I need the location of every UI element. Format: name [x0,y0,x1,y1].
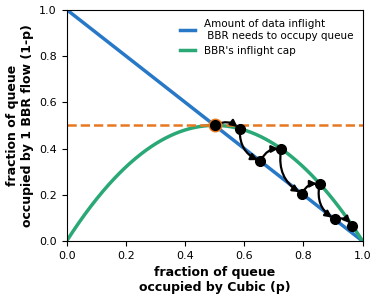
FancyArrowPatch shape [280,152,297,191]
BBR's inflight cap [212,124,216,127]
Legend: Amount of data inflight
 BBR needs to occupy queue, BBR's inflight cap: Amount of data inflight BBR needs to occ… [176,15,357,60]
Amount of data inflight
 BBR needs to occupy queue [205,118,210,122]
FancyArrowPatch shape [337,216,349,221]
Amount of data inflight
 BBR needs to occupy queue [307,198,311,201]
Amount of data inflight
 BBR needs to occupy queue [241,146,245,149]
Amount of data inflight
 BBR needs to occupy queue [353,234,358,237]
FancyArrowPatch shape [240,131,256,159]
BBR's inflight cap [64,239,69,243]
FancyArrowPatch shape [217,120,236,125]
BBR's inflight cap [241,128,246,131]
FancyArrowPatch shape [303,181,314,191]
BBR's inflight cap [205,124,210,128]
Y-axis label: fraction of queue
occupied by 1 BBR flow (1-p): fraction of queue occupied by 1 BBR flow… [6,24,34,227]
X-axis label: fraction of queue
occupied by Cubic (p): fraction of queue occupied by Cubic (p) [139,266,290,294]
BBR's inflight cap [207,124,211,127]
BBR's inflight cap [225,124,230,128]
BBR's inflight cap [360,239,365,243]
Amount of data inflight
 BBR needs to occupy queue [225,133,229,137]
Amount of data inflight
 BBR needs to occupy queue [64,8,69,11]
Amount of data inflight
 BBR needs to occupy queue [360,239,365,243]
BBR's inflight cap [354,230,359,233]
Amount of data inflight
 BBR needs to occupy queue [207,119,211,123]
Line: Amount of data inflight
 BBR needs to occupy queue: Amount of data inflight BBR needs to occ… [67,10,363,241]
BBR's inflight cap [308,172,312,175]
FancyArrowPatch shape [262,146,276,159]
Line: BBR's inflight cap: BBR's inflight cap [67,125,363,241]
FancyArrowPatch shape [319,187,330,216]
